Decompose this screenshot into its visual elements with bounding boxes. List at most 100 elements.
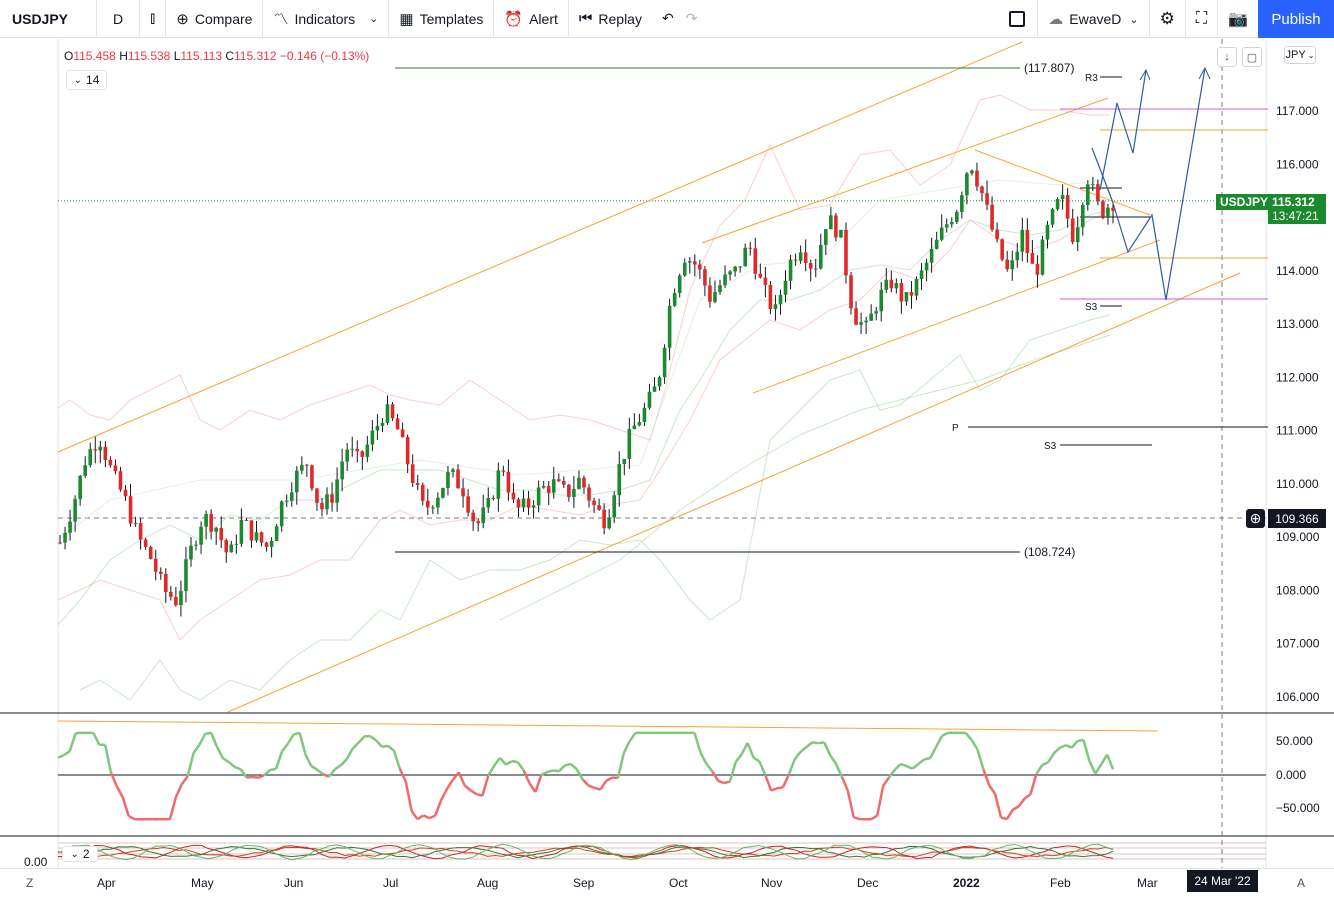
symbol-search-button[interactable]: USDJPY xyxy=(0,0,98,38)
candle-up xyxy=(637,422,642,426)
candle-up xyxy=(718,285,722,293)
candle-up xyxy=(813,268,818,270)
candle-up xyxy=(733,266,737,272)
redo-icon: ↷ xyxy=(685,10,698,26)
candle-up xyxy=(864,320,868,323)
candle-up xyxy=(1075,227,1080,243)
candle-up xyxy=(672,293,677,306)
osc-segment xyxy=(605,776,613,783)
candle-down xyxy=(400,429,405,438)
year-label: 2022 xyxy=(953,876,980,890)
candle-up xyxy=(446,472,450,489)
alert-button[interactable]: ⏰ Alert xyxy=(494,0,569,38)
candle-up xyxy=(743,247,748,267)
osc-segment xyxy=(812,741,819,745)
osc-segment xyxy=(1105,754,1115,770)
candle-down xyxy=(803,252,808,263)
snapshot-button[interactable]: 📷 xyxy=(1218,0,1258,38)
osc-segment xyxy=(734,753,743,763)
osc-segment xyxy=(434,799,443,817)
candle-up xyxy=(788,259,793,281)
zoom-left-label: Z xyxy=(26,876,34,890)
osc-segment xyxy=(728,761,737,782)
candle-down xyxy=(466,496,470,513)
candle-up xyxy=(441,488,445,498)
undo-button[interactable]: ↶ xyxy=(656,0,680,38)
save-layout-button[interactable]: ☁ EwaveD ⌄ xyxy=(1038,0,1150,38)
osc-segment xyxy=(564,762,572,767)
osc-segment xyxy=(1012,805,1020,811)
zoom-left-button[interactable]: Z xyxy=(26,876,33,890)
publish-button[interactable]: Publish xyxy=(1258,0,1334,38)
candle-down xyxy=(315,488,319,503)
osc-segment xyxy=(787,758,796,776)
osc-segment xyxy=(263,768,272,777)
candle-down xyxy=(808,262,813,269)
osc-segment xyxy=(929,746,938,759)
osc-segment xyxy=(740,742,749,755)
price-tick-label: 107.000 xyxy=(1276,637,1320,651)
time-axis[interactable] xyxy=(0,868,1334,897)
osc-tick-label: 50.000 xyxy=(1276,734,1313,748)
osc-segment xyxy=(546,769,554,774)
osc-segment xyxy=(622,740,631,754)
settings-button[interactable]: ⚙ xyxy=(1150,0,1186,38)
candle-down xyxy=(753,248,758,274)
candle-up xyxy=(521,498,526,508)
maximize-icon: ▢ xyxy=(1246,51,1258,64)
arrow-down-icon: ↓ xyxy=(1224,51,1230,63)
chart-type-button[interactable]: ⫾ xyxy=(140,0,167,38)
candle-down xyxy=(1070,218,1075,243)
candle-up xyxy=(783,280,788,295)
candle-up xyxy=(1040,239,1045,275)
undo-icon: ↶ xyxy=(661,10,674,26)
layout-select-button[interactable] xyxy=(997,0,1039,38)
candle-down xyxy=(1101,201,1105,217)
candle-down xyxy=(587,487,591,501)
add-alert-button[interactable]: ⊕ xyxy=(1246,509,1265,528)
chart-canvas[interactable]: 117.000116.000115.000114.000113.000112.0… xyxy=(0,39,1334,869)
replay-button[interactable]: ⏮ Replay xyxy=(569,0,652,38)
price-tick-label: 109.000 xyxy=(1276,530,1320,544)
osc-segment xyxy=(269,767,277,772)
candle-up xyxy=(496,470,501,499)
osc-segment xyxy=(1053,746,1061,754)
osc-segment xyxy=(487,765,496,777)
auto-scale-button[interactable]: A xyxy=(1297,876,1305,890)
candle-down xyxy=(1065,195,1070,219)
candle-down xyxy=(158,571,163,574)
candle-up xyxy=(738,266,742,268)
osc-segment xyxy=(174,783,183,798)
candle-up xyxy=(1060,195,1065,200)
candle-down xyxy=(698,264,702,270)
indicators-button[interactable]: 〽 Indicators ⌄ xyxy=(263,0,390,38)
legend-collapse-button[interactable]: ⌄ 14 xyxy=(66,70,107,90)
fullscreen-button[interactable]: ⛶ xyxy=(1186,0,1219,38)
alarm-clock-icon: ⏰ xyxy=(504,10,524,28)
interval-button[interactable]: D xyxy=(97,0,141,38)
candle-up xyxy=(960,195,964,212)
redo-button[interactable]: ↷ xyxy=(680,0,704,38)
currency-button[interactable]: JPY ⌄ xyxy=(1284,46,1316,64)
candle-up xyxy=(824,229,828,245)
pane2-collapse-button[interactable]: ⌄ 2 xyxy=(62,846,98,862)
price-tick-label: 106.000 xyxy=(1276,690,1320,704)
templates-button[interactable]: ▦ Templates xyxy=(389,0,495,38)
maximize-pane-button[interactable]: ▢ xyxy=(1242,47,1262,67)
rewind-icon: ⏮ xyxy=(578,10,593,27)
chevron-down-icon: ⌄ xyxy=(1307,50,1315,60)
osc-segment xyxy=(575,768,584,780)
ma-200-line xyxy=(499,334,1111,621)
candle-down xyxy=(763,277,768,285)
level-low-label: (108.724) xyxy=(1024,545,1075,559)
candle-up xyxy=(924,262,929,271)
compare-button[interactable]: ⊕ Compare xyxy=(166,0,264,38)
candle-up xyxy=(904,292,909,302)
osc-segment xyxy=(463,784,472,792)
candle-up xyxy=(63,532,67,543)
osc-segment xyxy=(593,786,601,791)
osc-segment xyxy=(699,751,708,765)
osc-segment xyxy=(398,768,407,782)
osc-segment xyxy=(717,779,725,785)
scroll-down-button[interactable]: ↓ xyxy=(1217,47,1237,67)
